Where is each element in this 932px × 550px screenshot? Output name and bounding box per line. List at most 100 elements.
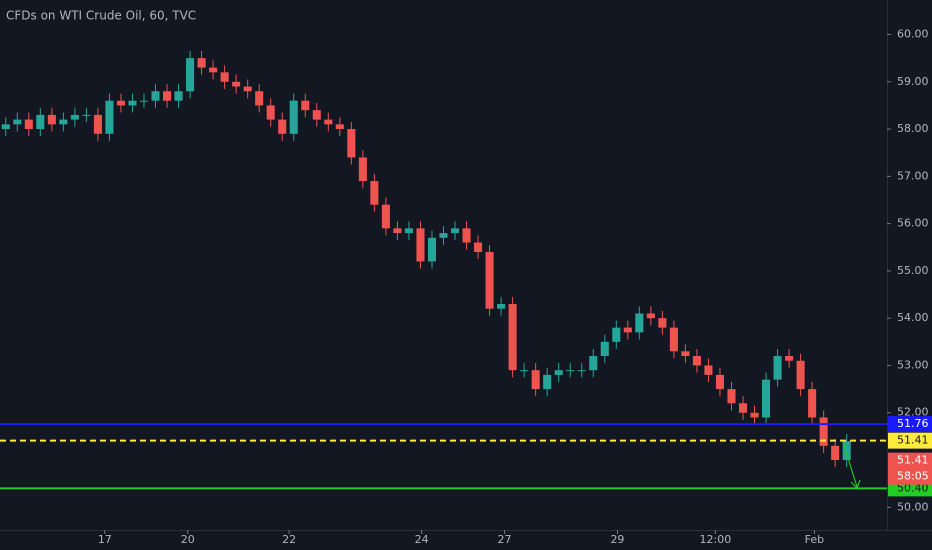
candle-body bbox=[358, 157, 367, 182]
y-tick-label: 55.00 bbox=[897, 264, 929, 277]
y-tick-label: 53.00 bbox=[897, 358, 929, 371]
candle-body bbox=[681, 351, 690, 357]
candle-body bbox=[658, 318, 667, 328]
candle-body bbox=[508, 304, 517, 371]
level-tag-label: 50.40 bbox=[897, 481, 929, 494]
candle-body bbox=[197, 58, 206, 68]
candle-body bbox=[232, 81, 241, 87]
candle-body bbox=[589, 356, 598, 371]
candle-body bbox=[278, 119, 287, 134]
candle-body bbox=[612, 327, 621, 342]
candle-body bbox=[462, 228, 471, 243]
price-tags: 51.76 51.41 50.40 51.41 58:05 bbox=[888, 416, 932, 497]
x-tick-label: 22 bbox=[282, 533, 296, 546]
candle-body bbox=[808, 389, 817, 418]
candle-body bbox=[93, 114, 102, 134]
candle-body bbox=[335, 124, 344, 130]
candle-body bbox=[1, 124, 10, 130]
candle-body bbox=[773, 356, 782, 380]
x-tick-label: 27 bbox=[498, 533, 512, 546]
candle-body bbox=[566, 370, 575, 372]
y-tick-label: 58.00 bbox=[897, 122, 929, 135]
candle-body bbox=[116, 100, 125, 106]
candle-body bbox=[24, 119, 33, 130]
arrow-head bbox=[850, 479, 861, 490]
candle-body bbox=[543, 374, 552, 390]
candle-body bbox=[174, 91, 183, 101]
candle-body bbox=[785, 356, 794, 361]
candle-body bbox=[301, 100, 310, 111]
candle-body bbox=[59, 119, 68, 125]
candle-body bbox=[738, 403, 748, 413]
price-tag-countdown: 58:05 bbox=[897, 470, 929, 483]
candle-body bbox=[82, 114, 91, 116]
candle-body bbox=[36, 114, 45, 130]
x-tick-label: 29 bbox=[610, 533, 624, 546]
candle-body bbox=[497, 304, 506, 309]
candle-body bbox=[520, 370, 529, 372]
arrow-shaft bbox=[842, 441, 858, 488]
candle-body bbox=[13, 119, 22, 125]
candle-body bbox=[128, 100, 137, 106]
level-tag-label: 51.41 bbox=[897, 434, 929, 447]
candle-body bbox=[347, 129, 356, 158]
level-tag-label: 51.76 bbox=[897, 417, 929, 430]
candle-body bbox=[220, 72, 229, 82]
candle-body bbox=[600, 341, 609, 357]
price-tag bbox=[888, 452, 932, 485]
candle-body bbox=[151, 91, 160, 101]
x-tick-label: Feb bbox=[805, 533, 824, 546]
candle-body bbox=[692, 356, 701, 366]
candle-body bbox=[715, 374, 724, 390]
candle-body bbox=[163, 91, 172, 101]
x-tick-label: 17 bbox=[98, 533, 112, 546]
candle-body bbox=[47, 114, 56, 125]
x-tick-label: 12:00 bbox=[700, 533, 732, 546]
candle-body bbox=[796, 360, 805, 390]
candle-body bbox=[669, 327, 678, 352]
candle-body bbox=[750, 412, 759, 418]
candle-body bbox=[439, 233, 448, 238]
candle-body bbox=[209, 67, 218, 73]
candle-body bbox=[312, 110, 321, 120]
candle-body bbox=[416, 228, 425, 262]
candle-body bbox=[450, 228, 460, 234]
candle-body bbox=[531, 370, 540, 390]
x-tick-label: 20 bbox=[181, 533, 195, 546]
candle-body bbox=[393, 228, 402, 234]
level-tag bbox=[888, 416, 932, 433]
y-tick-label: 52.00 bbox=[897, 406, 929, 419]
candle-body bbox=[485, 251, 494, 309]
x-tick-label: 24 bbox=[415, 533, 429, 546]
candle-body bbox=[635, 313, 644, 333]
candle-body bbox=[324, 119, 333, 125]
y-tick-label: 54.00 bbox=[897, 311, 929, 324]
candle-body bbox=[819, 417, 828, 446]
candle-body bbox=[474, 242, 483, 252]
y-tick-label: 60.00 bbox=[897, 28, 929, 41]
candle-body bbox=[831, 445, 840, 461]
candle-body bbox=[554, 370, 563, 375]
chart-title: CFDs on WTI Crude Oil, 60, TVC bbox=[6, 9, 196, 23]
candle-body bbox=[646, 313, 655, 319]
candle-body bbox=[704, 365, 713, 375]
price-tag-label: 51.41 bbox=[897, 454, 929, 467]
candle-body bbox=[404, 228, 413, 234]
candle-body bbox=[266, 105, 275, 120]
y-tick-label: 56.00 bbox=[897, 217, 929, 230]
y-tick-label: 59.00 bbox=[897, 75, 929, 88]
candle-body bbox=[370, 181, 379, 205]
candle-body bbox=[427, 237, 437, 262]
candle-body bbox=[243, 86, 252, 92]
plot bbox=[0, 51, 887, 490]
candle-body bbox=[623, 327, 632, 333]
level-tag bbox=[888, 432, 932, 449]
candle-body bbox=[255, 91, 264, 106]
candle-body bbox=[186, 58, 195, 92]
candle-body bbox=[842, 441, 851, 461]
y-tick-label: 50.00 bbox=[897, 500, 929, 513]
candle-body bbox=[70, 114, 79, 120]
candle-body bbox=[577, 370, 586, 372]
